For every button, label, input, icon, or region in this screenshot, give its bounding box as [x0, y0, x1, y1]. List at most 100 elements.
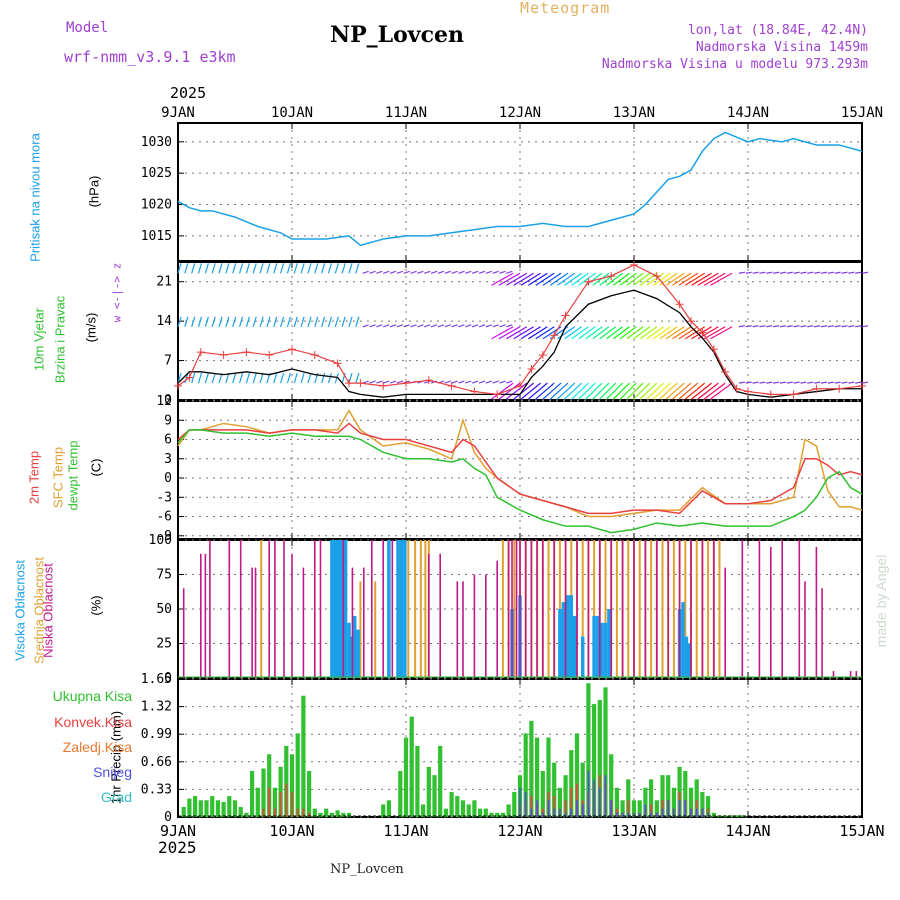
y-tick-label: 0 [164, 810, 172, 825]
total-precip-bar [643, 787, 648, 817]
high-cloud-bar [352, 615, 357, 678]
total-precip-bar [250, 771, 255, 817]
wind-barb [492, 324, 499, 328]
wind-barb [612, 382, 630, 400]
wind-barb [321, 372, 326, 384]
wind-barb [498, 272, 521, 286]
wind-barb [659, 382, 678, 400]
wind-barb [697, 382, 719, 400]
mid-cloud-bar [627, 540, 630, 678]
wind-barb [659, 326, 678, 340]
wind-barb [772, 271, 780, 274]
y-tick-label: 0.66 [141, 755, 172, 770]
snow-bar [690, 808, 692, 817]
wind-barb [266, 316, 271, 327]
wind-barb [646, 272, 664, 286]
mid-cloud-bar [407, 540, 410, 678]
wind-gust-marker [630, 260, 638, 269]
snow-bar [576, 800, 578, 817]
total-precip-bar [586, 683, 591, 817]
wind-barb [184, 316, 189, 327]
wind-barb [697, 272, 719, 286]
wind-barb [520, 382, 541, 400]
total-precip-bar [637, 800, 642, 817]
wind-barb [232, 372, 237, 384]
wind-gust-marker [402, 379, 410, 388]
y-tick-label: 0 [164, 671, 172, 686]
total-precip-bar [329, 812, 334, 817]
low-cloud-bar [314, 540, 316, 678]
total-precip-bar [734, 815, 739, 817]
wind-barb [665, 326, 685, 340]
wind-barb [665, 272, 685, 286]
total-precip-bar [307, 771, 312, 817]
total-precip-bar [187, 798, 192, 817]
low-cloud-bar [741, 540, 744, 678]
wind-gust-marker [607, 272, 616, 281]
snow-bar [673, 808, 675, 817]
y-tick-label: 1.65 [141, 672, 172, 687]
wind-barb [793, 381, 800, 384]
total-precip-bar [403, 737, 409, 817]
total-precip-bar [244, 812, 249, 817]
total-precip-bar [540, 771, 545, 817]
conv-precip-bar [279, 791, 282, 817]
wind-barb [478, 324, 486, 328]
altitude-label: Nadmorska Visina 1459m [695, 40, 868, 55]
wind-barb [471, 380, 479, 384]
wind-barb [779, 325, 787, 328]
conv-precip-bar [530, 796, 533, 817]
low-cloud-bar [182, 588, 185, 678]
y-tick-label: -3 [156, 490, 172, 505]
total-precip-bar [666, 775, 671, 817]
wind-barb [841, 271, 848, 274]
wind-barb [807, 271, 814, 274]
wind-barb [855, 271, 862, 274]
y-tick-label: 100 [149, 533, 172, 548]
low-cloud-bar [363, 567, 365, 678]
total-precip-bar [210, 796, 215, 817]
wind-barb [535, 272, 555, 286]
wind-barb [383, 270, 390, 274]
wind-barb [861, 271, 869, 274]
total-precip-bar [398, 771, 403, 817]
x-tick-label-top: 10JAN [271, 105, 313, 121]
y-tick-label: 75 [156, 568, 172, 583]
wind-barb [444, 270, 451, 274]
high-cloud-bar [595, 615, 600, 678]
high-cloud-bar [330, 540, 334, 678]
wind-gust-marker [652, 272, 661, 281]
wind-barb [252, 316, 257, 327]
wind-barb [678, 272, 699, 286]
wind-barb [273, 316, 278, 327]
snow-bar [684, 800, 687, 817]
total-precip-bar [278, 766, 283, 817]
total-precip-bar [421, 804, 426, 817]
snow-bar [627, 812, 630, 817]
wind-barb [492, 380, 499, 384]
wind-gust-marker [789, 390, 798, 399]
snow-bar [599, 787, 601, 817]
high-cloud-bar [387, 540, 391, 678]
wind-gust-marker [732, 384, 741, 393]
wind-barb [557, 382, 576, 400]
total-precip-bar [700, 791, 705, 817]
wind-barb [458, 324, 465, 328]
wind-barb [334, 263, 339, 274]
wind-barb [259, 372, 264, 384]
wind-barb [684, 326, 705, 340]
total-precip-bar [255, 787, 260, 817]
wind-barb [417, 270, 424, 274]
wind-barb [752, 325, 759, 328]
conv-precip-bar [285, 783, 288, 817]
wind-barb [834, 271, 841, 274]
low-cloud-bar [291, 553, 293, 678]
wind-barb [766, 325, 773, 328]
wind-barb [793, 325, 800, 328]
high-cloud-bar [403, 540, 407, 678]
wind-barb [389, 324, 397, 328]
wind-barb [633, 272, 651, 286]
wind-barb [197, 316, 203, 327]
wind-barb [827, 325, 834, 328]
x-tick-label-bottom: 15JAN [839, 822, 884, 840]
